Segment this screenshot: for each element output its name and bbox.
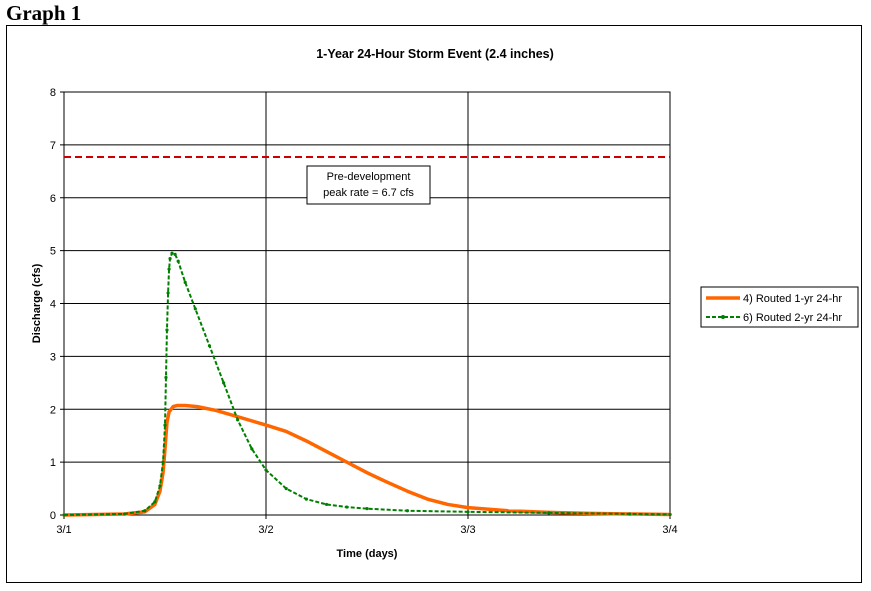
page-heading: Graph 1 <box>6 1 82 25</box>
x-tick-labels: 3/1 3/2 3/3 3/4 <box>56 524 677 536</box>
data-point-routed-2yr <box>222 381 226 385</box>
data-point-routed-2yr <box>183 280 187 284</box>
data-point-routed-2yr <box>62 513 66 517</box>
data-point-routed-2yr <box>176 259 180 263</box>
pre-development-annotation: Pre-development peak rate = 6.7 cfs <box>306 165 431 205</box>
legend-entry-routed-2yr: 6) Routed 2-yr 24-hr <box>743 312 842 324</box>
data-point-routed-2yr <box>325 502 329 507</box>
data-point-routed-2yr <box>161 460 165 464</box>
x-tick-label: 3/2 <box>258 524 273 536</box>
annotation-line-1: Pre-development <box>327 171 411 183</box>
data-point-routed-2yr <box>207 344 212 348</box>
legend: 4) Routed 1-yr 24-hr 6) Routed 2-yr 24-h… <box>700 286 859 328</box>
y-tick-label: 0 <box>50 510 56 522</box>
x-tick-label: 3/4 <box>662 524 677 536</box>
data-point-routed-2yr <box>304 497 308 501</box>
legend-box <box>700 286 859 328</box>
y-tick-label: 7 <box>50 140 56 152</box>
legend-entry-routed-1yr: 4) Routed 1-yr 24-hr <box>743 293 842 305</box>
data-point-routed-2yr <box>284 486 288 491</box>
legend-marker-routed-2yr <box>721 315 725 319</box>
plot-area-border <box>63 91 671 516</box>
y-tick-label: 2 <box>50 404 56 416</box>
series-line-routed-2yr <box>63 252 671 516</box>
x-tick-label: 3/3 <box>460 524 475 536</box>
annotation-box <box>306 165 431 205</box>
data-point-routed-2yr <box>405 509 409 513</box>
data-point-routed-2yr <box>153 500 157 504</box>
data-point-routed-2yr <box>628 512 632 516</box>
y-tick-label: 4 <box>50 299 56 311</box>
y-tick-label: 8 <box>50 87 56 99</box>
data-point-routed-2yr <box>143 509 147 513</box>
y-tick-label: 5 <box>50 246 56 258</box>
data-point-routed-2yr <box>250 447 254 451</box>
data-point-routed-2yr <box>158 484 162 488</box>
data-point-routed-2yr <box>167 267 171 271</box>
series-group <box>62 251 672 517</box>
data-point-routed-2yr <box>466 510 470 514</box>
data-point-routed-2yr <box>365 507 369 511</box>
data-point-routed-2yr <box>345 505 349 509</box>
x-tick-label: 3/1 <box>56 524 71 536</box>
data-point-routed-2yr <box>163 423 167 427</box>
data-point-routed-2yr <box>165 328 169 332</box>
chart-title: 1-Year 24-Hour Storm Event (2.4 inches) <box>316 47 554 61</box>
data-point-routed-2yr <box>164 375 168 380</box>
y-axis-label: Discharge (cfs) <box>31 263 43 343</box>
x-axis-label: Time (days) <box>337 548 398 560</box>
data-point-routed-2yr <box>123 512 127 516</box>
y-tick-label: 3 <box>50 351 56 363</box>
data-point-routed-2yr <box>668 512 672 517</box>
data-point-routed-2yr <box>170 251 174 255</box>
data-point-routed-2yr <box>264 468 268 472</box>
data-point-routed-2yr <box>193 307 197 311</box>
data-point-routed-2yr <box>173 252 177 256</box>
series-line-routed-1yr <box>62 403 672 517</box>
data-point-routed-2yr <box>547 511 551 515</box>
data-point-routed-2yr <box>236 418 240 422</box>
data-point-routed-2yr <box>166 291 170 295</box>
data-point-routed-2yr <box>168 256 172 261</box>
y-tick-label: 1 <box>50 457 56 469</box>
annotation-line-2: peak rate = 6.7 cfs <box>323 187 414 199</box>
y-tick-labels: 0 1 2 3 4 5 6 7 8 <box>50 87 56 522</box>
y-tick-label: 6 <box>50 193 56 205</box>
